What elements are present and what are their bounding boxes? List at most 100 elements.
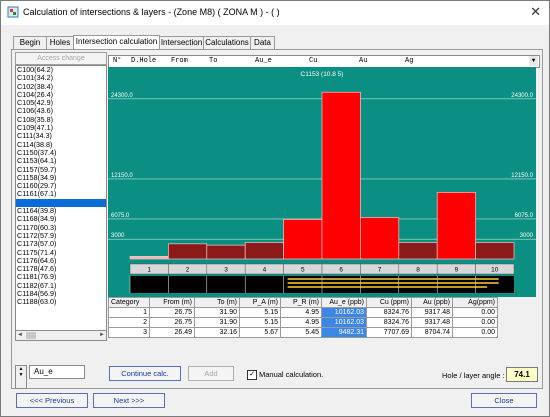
chart-title: C1153 (10.8 5) — [301, 71, 344, 78]
table-cell: 26.75 — [149, 307, 195, 318]
bar — [321, 91, 361, 260]
bar — [436, 192, 476, 260]
y-tick-label: 6075.0 — [111, 213, 130, 219]
table-cell: 32.16 — [194, 327, 240, 338]
table-header-cell: Au_e (ppb) — [321, 297, 367, 308]
grade-chart: C1153 (10.8 5) 24300.0 24300.0 12150.0 12150… — [108, 67, 536, 297]
hole-list-item[interactable]: C1181(76.9) — [17, 272, 57, 282]
hole-list-item[interactable] — [16, 198, 106, 208]
scroll-right-icon[interactable]: ► — [99, 332, 105, 338]
hole-list-scrollbar[interactable]: ◄ ► — [15, 330, 107, 341]
hole-list-item[interactable]: C1160(29.7) — [17, 181, 57, 191]
tab-intersection-calculation[interactable]: Intersection calculation — [73, 35, 160, 49]
table-cell: 8324.76 — [366, 307, 412, 318]
previous-button[interactable]: <<< Previous — [16, 393, 88, 408]
continue-calc-button[interactable]: Continue calc. — [109, 366, 181, 381]
bar — [475, 242, 515, 260]
table-row[interactable]: 1 26.75 31.90 5.15 4.95 10162.03 8324.76 9317.4… — [108, 307, 498, 318]
hole-list-item[interactable]: C114(38.8) — [17, 139, 53, 149]
table-header-cell: Category — [108, 297, 150, 308]
hole-list-item[interactable]: C104(26.4) — [17, 89, 53, 99]
hole-list-item[interactable]: C111(34.3) — [17, 131, 52, 141]
element-combo[interactable]: Au_e — [29, 365, 85, 379]
hole-list-item[interactable]: C106(43.6) — [17, 106, 53, 116]
hole-list-item[interactable]: C1178(47.6) — [17, 264, 57, 274]
table-cell: 5.67 — [239, 327, 281, 338]
scroll-left-icon[interactable]: ◄ — [17, 332, 23, 338]
hole-list-item[interactable]: C1173(57.0) — [17, 239, 57, 249]
category-label: 6 — [339, 267, 343, 274]
grid-col-cu: Cu — [309, 57, 318, 65]
close-button[interactable]: Close — [471, 393, 537, 408]
table-row[interactable]: 2 26.75 31.90 5.15 4.95 10162.03 8324.76 9317.4… — [108, 317, 498, 328]
table-cell: 10162.03 — [321, 317, 367, 328]
hole-list-item[interactable]: C1168(34.9) — [17, 214, 57, 224]
category-label: 3 — [224, 267, 228, 274]
hole-list-item[interactable]: C1172(57.9) — [17, 230, 57, 240]
scroll-thumb[interactable] — [26, 332, 36, 339]
category-label: 9 — [455, 267, 459, 274]
table-cell: 7707.69 — [366, 327, 412, 338]
hole-list-item[interactable]: C1150(37.4) — [17, 147, 57, 157]
spin-down-icon[interactable]: ▼ — [18, 372, 24, 378]
hole-list-item[interactable]: C1153(64.1) — [17, 156, 57, 166]
title-bar: Calculation of intersections & layers - … — [1, 1, 549, 25]
table-cell: 10162.03 — [321, 307, 367, 318]
table-cell: 8704.74 — [411, 327, 453, 338]
hole-list-item[interactable]: C1176(64.6) — [17, 255, 57, 265]
grid-col-au: Au — [359, 57, 368, 65]
tab-data[interactable]: Data — [250, 36, 275, 49]
hole-list[interactable]: C100(64.2) C101(34.2) C102(38.4) C104(26.4)… — [15, 65, 107, 333]
table-cell: 0.00 — [452, 327, 498, 338]
hole-list-item[interactable]: C101(34.2) — [17, 73, 53, 83]
category-label: 7 — [378, 267, 382, 274]
bar — [206, 244, 246, 260]
element-spinner[interactable]: ▲ ▼ — [15, 365, 27, 389]
hole-list-item[interactable]: C1164(39.8) — [17, 206, 57, 216]
hole-list-item[interactable]: C100(64.2) — [17, 65, 53, 74]
table-header-cell: Au (ppb) — [411, 297, 453, 308]
app-icon — [7, 6, 19, 18]
table-cell: 1 — [108, 307, 150, 318]
table-header-cell: P_A (m) — [239, 297, 281, 308]
y-tick-label: 12150.0 — [111, 173, 133, 179]
tab-calculations[interactable]: Calculations — [203, 36, 251, 49]
y-tick-label-right: 24300.0 — [511, 93, 533, 99]
hole-list-item[interactable]: C1158(34.9) — [17, 172, 57, 182]
hole-list-item[interactable]: C1184(56.9) — [17, 289, 57, 299]
add-button[interactable]: Add — [188, 366, 234, 381]
close-icon[interactable]: ✕ — [530, 4, 541, 19]
hole-list-item[interactable]: C1188(63.0) — [17, 297, 57, 307]
spin-up-icon[interactable]: ▲ — [18, 366, 24, 372]
tab-intersection[interactable]: Intersection — [159, 36, 204, 49]
bar — [244, 242, 284, 260]
chevron-down-icon[interactable]: ▼ — [529, 56, 538, 66]
grade-chart-svg: C1153 (10.8 5) 24300.0 24300.0 12150.0 12150… — [108, 71, 536, 293]
table-row[interactable]: 3 26.49 32.16 5.67 5.45 9482.31 7707.69 8704.74… — [108, 327, 498, 338]
hole-list-item[interactable]: C1170(60.3) — [17, 222, 57, 232]
hole-list-item[interactable]: C1157(59.7) — [17, 164, 57, 174]
category-label: 5 — [301, 267, 305, 274]
table-header-cell: From (m) — [149, 297, 195, 308]
hole-list-item[interactable]: C1182(67.1) — [17, 280, 57, 290]
tab-holes[interactable]: Holes — [46, 36, 74, 49]
manual-calc-checkbox[interactable]: ✓ — [247, 370, 257, 380]
hole-list-item[interactable]: C1175(71.4) — [17, 247, 57, 257]
bar — [398, 242, 438, 260]
hole-list-item[interactable]: C108(35.8) — [17, 114, 53, 124]
hole-list-item[interactable]: C105(42.9) — [17, 98, 53, 108]
bar — [129, 256, 169, 260]
table-cell: 3 — [108, 327, 150, 338]
category-cell[interactable] — [475, 263, 515, 275]
y-tick-label-right: 3000 — [520, 233, 534, 239]
bar — [360, 217, 400, 260]
tab-begin[interactable]: Begin — [13, 36, 47, 49]
hole-list-item[interactable]: C102(38.4) — [17, 81, 53, 91]
table-cell: 31.90 — [194, 317, 240, 328]
next-button[interactable]: Next >>> — [93, 393, 165, 408]
hole-list-item[interactable]: C1161(67.1) — [17, 189, 57, 199]
table-header-cell: Cu (ppm) — [366, 297, 412, 308]
hole-list-item[interactable]: C109(47.1) — [17, 123, 53, 133]
access-change-button[interactable]: Access change — [15, 52, 107, 65]
